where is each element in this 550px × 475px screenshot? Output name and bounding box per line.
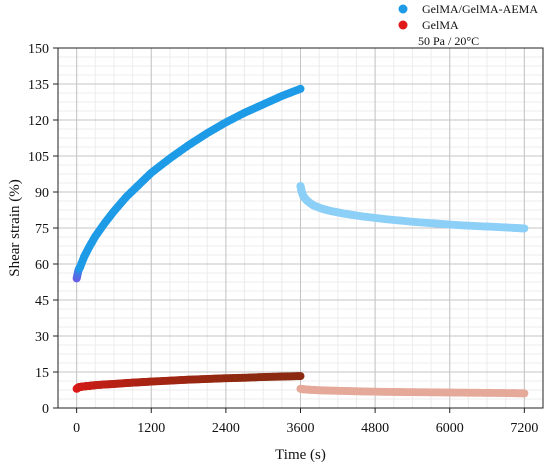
- series-gelma-creep: [72, 372, 305, 393]
- x-tick-label: 7200: [510, 421, 538, 436]
- x-tick-label: 2400: [212, 421, 240, 436]
- legend-label-gelma: GelMA: [422, 18, 459, 32]
- y-axis-ticks: 0 15 30 45 60 75 90 105 120 135 150: [28, 42, 58, 417]
- legend: GelMA/GelMA-AEMA GelMA 50 Pa / 20°C: [398, 2, 538, 48]
- condition-annotation: 50 Pa / 20°C: [418, 34, 479, 48]
- legend-marker-gelma: [398, 20, 408, 30]
- x-axis-ticks: 0 1200 2400 3600 4800 6000 7200: [73, 408, 538, 436]
- x-tick-label: 4800: [361, 421, 389, 436]
- y-tick-label: 90: [35, 186, 49, 201]
- series-gelma-aema: [72, 84, 529, 283]
- legend-marker-gelma-aema: [398, 4, 408, 14]
- x-tick-label: 3600: [287, 421, 315, 436]
- y-axis-label: Shear strain (%): [7, 179, 23, 276]
- y-tick-label: 150: [28, 42, 49, 57]
- x-tick-label: 0: [73, 421, 80, 436]
- data-point: [520, 224, 529, 233]
- series-gelma: [72, 372, 529, 398]
- series-gelma-recovery: [296, 384, 529, 398]
- data-point: [296, 84, 305, 93]
- y-tick-label: 30: [35, 330, 49, 345]
- series-layer: [72, 84, 529, 398]
- y-tick-label: 105: [28, 150, 49, 165]
- y-tick-label: 75: [35, 222, 49, 237]
- series-gelma-aema-creep: [72, 84, 305, 283]
- y-tick-label: 120: [28, 114, 49, 129]
- data-point: [296, 372, 305, 381]
- x-axis-label: Time (s): [275, 447, 326, 463]
- y-tick-label: 135: [28, 78, 49, 93]
- y-tick-label: 15: [35, 366, 49, 381]
- x-tick-label: 6000: [436, 421, 464, 436]
- y-tick-label: 45: [35, 294, 49, 309]
- legend-label-gelma-aema: GelMA/GelMA-AEMA: [422, 2, 538, 16]
- y-tick-label: 60: [35, 258, 49, 273]
- y-tick-label: 0: [42, 402, 49, 417]
- series-gelma-aema-recovery: [296, 182, 529, 233]
- data-point: [520, 389, 529, 398]
- x-tick-label: 1200: [137, 421, 165, 436]
